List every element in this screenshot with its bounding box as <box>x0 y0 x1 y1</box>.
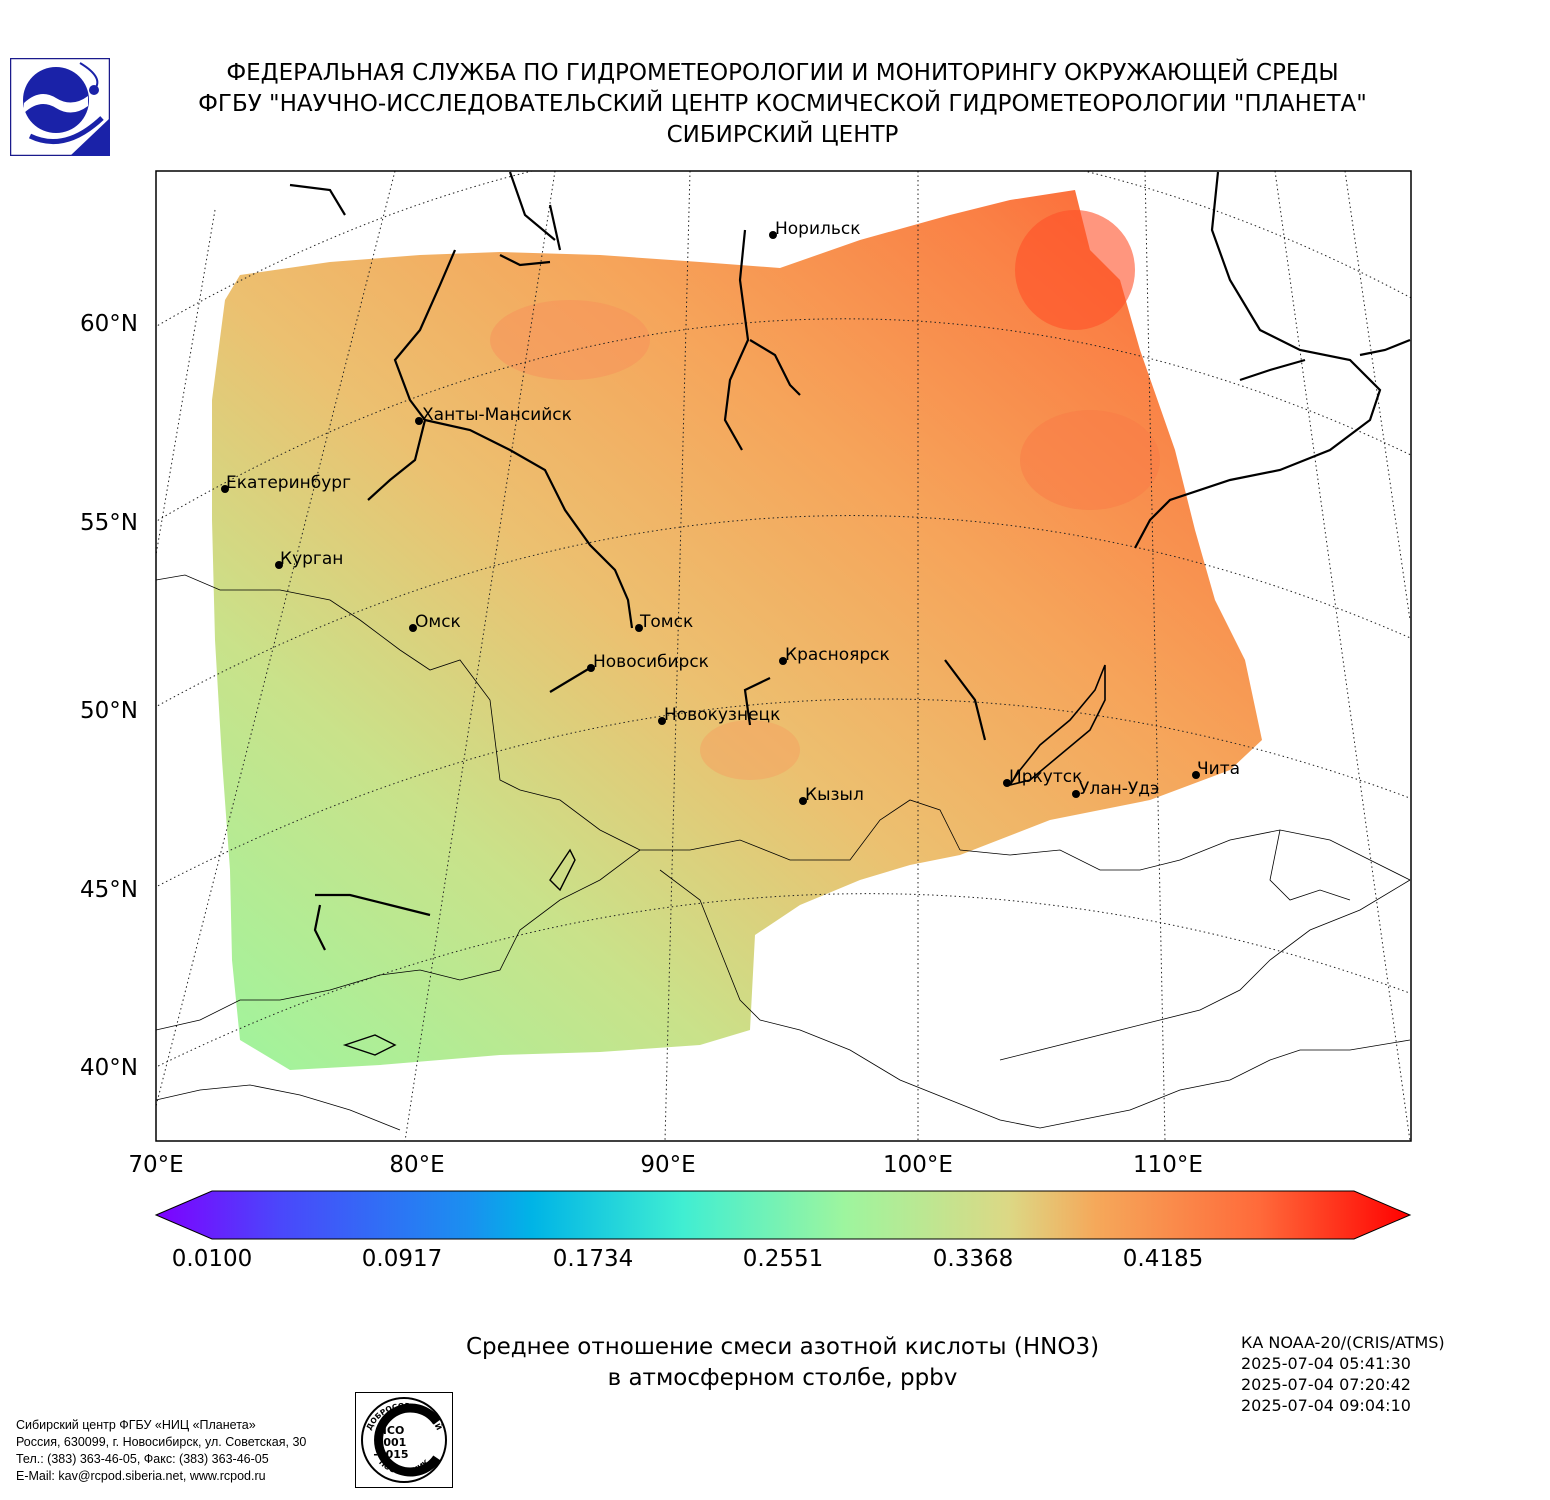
city-dot <box>587 664 595 672</box>
product-title-line-2: в атмосферном столбе, ppbv <box>607 1365 958 1391</box>
lat-label-60: 60°N <box>80 311 138 337</box>
iso-badge-mid-2: 9001 <box>376 1436 407 1449</box>
city-dot <box>1072 790 1080 798</box>
lon-label-70: 70°E <box>128 1152 184 1178</box>
city-dot <box>635 624 643 632</box>
city-label-norilsk: Норильск <box>775 219 861 239</box>
product-title-line-1: Среднее отношение смеси азотной кислоты … <box>465 1334 1100 1360</box>
city-dot <box>409 624 417 632</box>
city-dot <box>658 717 666 725</box>
colorbar-label-6: 0.4185 <box>1122 1246 1204 1272</box>
city-dot <box>779 657 787 665</box>
city-label-ulan-ude: Улан-Удэ <box>1079 779 1160 799</box>
colorbar-label-3: 0.1734 <box>552 1246 634 1272</box>
city-label-khanty-mansiysk: Ханты-Мансийск <box>422 405 572 425</box>
colorbar-label-2: 0.0917 <box>361 1246 443 1272</box>
map-frame <box>155 170 1412 1142</box>
lon-label-110: 110°E <box>1133 1152 1203 1178</box>
header-line-2: ФГБУ "НАУЧНО-ИССЛЕДОВАТЕЛЬСКИЙ ЦЕНТР КОС… <box>198 91 1367 117</box>
city-label-kyzyl: Кызыл <box>805 785 864 805</box>
hno3-field <box>212 190 1262 1070</box>
contact-line-1: Сибирский центр ФГБУ «НИЦ «Планета» <box>16 1418 256 1432</box>
city-dot <box>769 231 777 239</box>
contact-info: Сибирский центр ФГБУ «НИЦ «Планета» Росс… <box>16 1417 306 1485</box>
city-dot <box>1192 771 1200 779</box>
lat-label-55: 55°N <box>80 510 138 536</box>
product-title: Среднее отношение смеси азотной кислоты … <box>330 1332 1235 1394</box>
colorbar <box>154 1190 1412 1240</box>
iso-badge: ДОБРОСОВЕСТНЫЙ ПОСТАВЩИК ИСО 9001 -2015 <box>355 1392 453 1488</box>
pass-time-1: 2025-07-04 05:41:30 <box>1241 1354 1411 1373</box>
city-label-irkutsk: Иркутск <box>1009 767 1083 787</box>
header-line-3: СИБИРСКИЙ ЦЕНТР <box>666 122 899 148</box>
lat-label-50: 50°N <box>80 698 138 724</box>
planeta-logo <box>10 58 110 156</box>
city-dot <box>415 417 423 425</box>
city-label-novosibirsk: Новосибирск <box>593 652 709 672</box>
city-label-omsk: Омск <box>415 612 461 632</box>
city-label-kurgan: Курган <box>280 549 344 569</box>
city-label-ekaterinburg: Екатеринбург <box>226 473 352 493</box>
pass-time-2: 2025-07-04 07:20:42 <box>1241 1375 1411 1394</box>
city-label-krasnoyarsk: Красноярск <box>785 645 890 665</box>
rivers <box>289 171 1411 1056</box>
lat-label-45: 45°N <box>80 877 138 903</box>
colorbar-label-5: 0.3368 <box>932 1246 1014 1272</box>
colorbar-label-4: 0.2551 <box>742 1246 824 1272</box>
contact-line-2: Россия, 630099, г. Новосибирск, ул. Сове… <box>16 1435 307 1449</box>
graticule <box>156 171 1411 1141</box>
header-line-1: ФЕДЕРАЛЬНАЯ СЛУЖБА ПО ГИДРОМЕТЕОРОЛОГИИ … <box>226 60 1339 86</box>
city-dot <box>1003 779 1011 787</box>
city-label-novokuznetsk: Новокузнецк <box>664 705 781 725</box>
iso-badge-mid-1: ИСО <box>378 1424 405 1437</box>
lon-label-90: 90°E <box>640 1152 696 1178</box>
agency-header: ФЕДЕРАЛЬНАЯ СЛУЖБА ПО ГИДРОМЕТЕОРОЛОГИИ … <box>120 58 1445 151</box>
satellite-info: КА NOAA-20/(CRIS/ATMS) 2025-07-04 05:41:… <box>1241 1332 1445 1416</box>
lat-label-40: 40°N <box>80 1055 138 1081</box>
contact-line-4: E-Mail: kav@rcpod.siberia.net, www.rcpod… <box>16 1469 266 1483</box>
borders <box>156 574 1411 1131</box>
city-markers <box>221 231 1200 805</box>
satellite-name: КА NOAA-20/(CRIS/ATMS) <box>1241 1333 1445 1352</box>
pass-time-3: 2025-07-04 09:04:10 <box>1241 1396 1411 1415</box>
lon-label-80: 80°E <box>389 1152 445 1178</box>
city-dot <box>275 561 283 569</box>
iso-badge-mid-3: -2015 <box>373 1448 408 1461</box>
city-dot <box>799 797 807 805</box>
city-label-chita: Чита <box>1197 759 1241 779</box>
city-dot <box>221 485 229 493</box>
contact-line-3: Тел.: (383) 363-46-05, Факс: (383) 363-4… <box>16 1452 269 1466</box>
lon-label-100: 100°E <box>883 1152 953 1178</box>
city-label-tomsk: Томск <box>640 612 694 632</box>
colorbar-label-1: 0.0100 <box>171 1246 253 1272</box>
